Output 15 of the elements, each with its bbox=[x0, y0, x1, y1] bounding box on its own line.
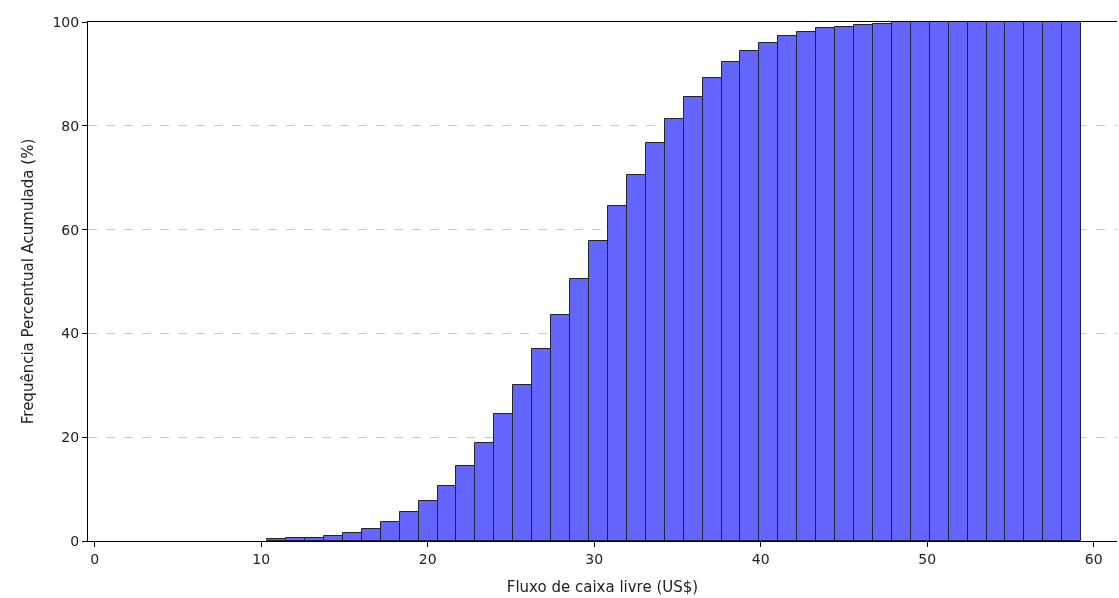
y-tick-label: 40 bbox=[61, 325, 80, 342]
x-tick-label: 30 bbox=[585, 550, 604, 567]
y-tick-label: 20 bbox=[61, 429, 80, 446]
x-axis-title: Fluxo de caixa livre (US$) bbox=[506, 577, 699, 596]
y-tick-label: 100 bbox=[52, 13, 80, 30]
x-tick-label: 50 bbox=[918, 550, 937, 567]
x-tick-label: 20 bbox=[418, 550, 437, 567]
y-tick-label: 60 bbox=[61, 221, 80, 238]
y-axis-title: Frequência Percentual Acumulada (%) bbox=[18, 138, 37, 425]
x-tick-label: 10 bbox=[252, 550, 271, 567]
y-tick-label: 80 bbox=[61, 117, 80, 134]
x-tick-label: 60 bbox=[1084, 550, 1103, 567]
x-tick-label: 0 bbox=[90, 550, 100, 567]
x-tick-label: 40 bbox=[751, 550, 770, 567]
y-tick-label: 0 bbox=[70, 532, 80, 549]
